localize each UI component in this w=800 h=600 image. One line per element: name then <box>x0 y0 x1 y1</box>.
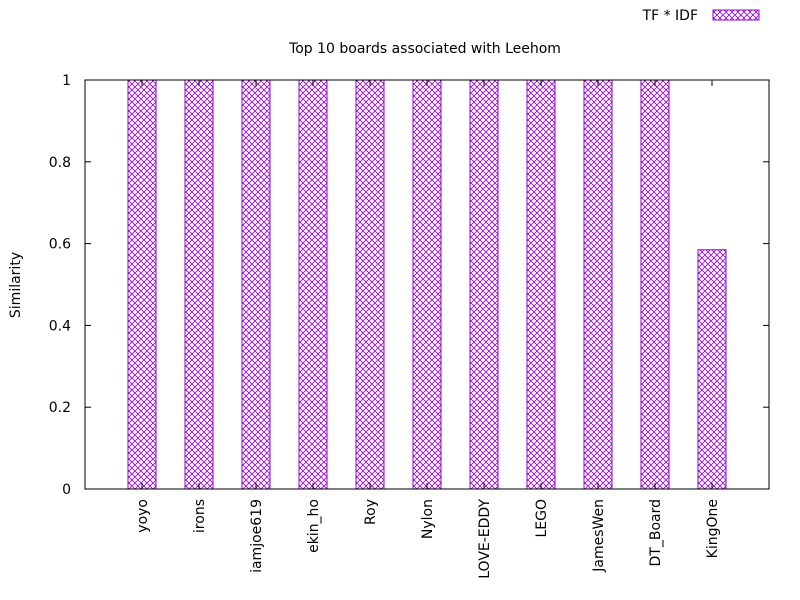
bar-LEGO <box>526 79 556 490</box>
bar-Roy <box>355 79 385 490</box>
x-tick-label: iamjoe619 <box>249 499 265 573</box>
x-tick-label: Roy <box>363 499 379 525</box>
y-tick-label: 1 <box>62 73 71 89</box>
bar-irons <box>184 79 214 490</box>
bar-iamjoe619 <box>241 79 271 490</box>
y-ticks-group: 0 0.2 0.4 0.6 0.8 1 <box>49 73 769 498</box>
x-tick-label: LOVE-EDDY <box>477 499 493 579</box>
x-tick-label: yoyo <box>135 499 151 533</box>
y-tick-label: 0.6 <box>49 237 71 253</box>
x-tick-label: irons <box>192 499 208 533</box>
y-tick-label: 0.8 <box>49 155 71 171</box>
x-ticks-group: yoyo irons iamjoe619 ekin_ho Roy Nylon LOVE-ED… <box>135 80 721 579</box>
bar-Nylon <box>412 79 442 490</box>
y-tick-label: 0 <box>62 482 71 498</box>
bars-group <box>127 79 727 490</box>
x-tick-label: Nylon <box>420 499 436 539</box>
bar-ekin_ho <box>298 79 328 490</box>
x-tick-label: ekin_ho <box>306 499 322 553</box>
bar-LOVE-EDDY <box>469 79 499 490</box>
plot-frame <box>84 79 770 490</box>
bar-JamesWen <box>583 79 613 490</box>
bar-DT_Board <box>640 79 670 490</box>
x-tick-label: KingOne <box>705 499 721 558</box>
x-tick-label: LEGO <box>534 499 550 538</box>
bar-KingOne <box>697 249 727 490</box>
y-tick-label: 0.2 <box>49 400 71 416</box>
x-tick-label: DT_Board <box>648 499 664 566</box>
bar-yoyo <box>127 79 157 490</box>
y-tick-label: 0.4 <box>49 318 71 334</box>
legend-label: TF * IDF <box>642 8 698 24</box>
y-axis-label: Similarity <box>8 252 24 318</box>
chart-title: Top 10 boards associated with Leehom <box>288 41 561 57</box>
x-tick-label: JamesWen <box>591 499 607 573</box>
legend-swatch <box>712 9 760 21</box>
legend: TF * IDF <box>642 8 760 24</box>
